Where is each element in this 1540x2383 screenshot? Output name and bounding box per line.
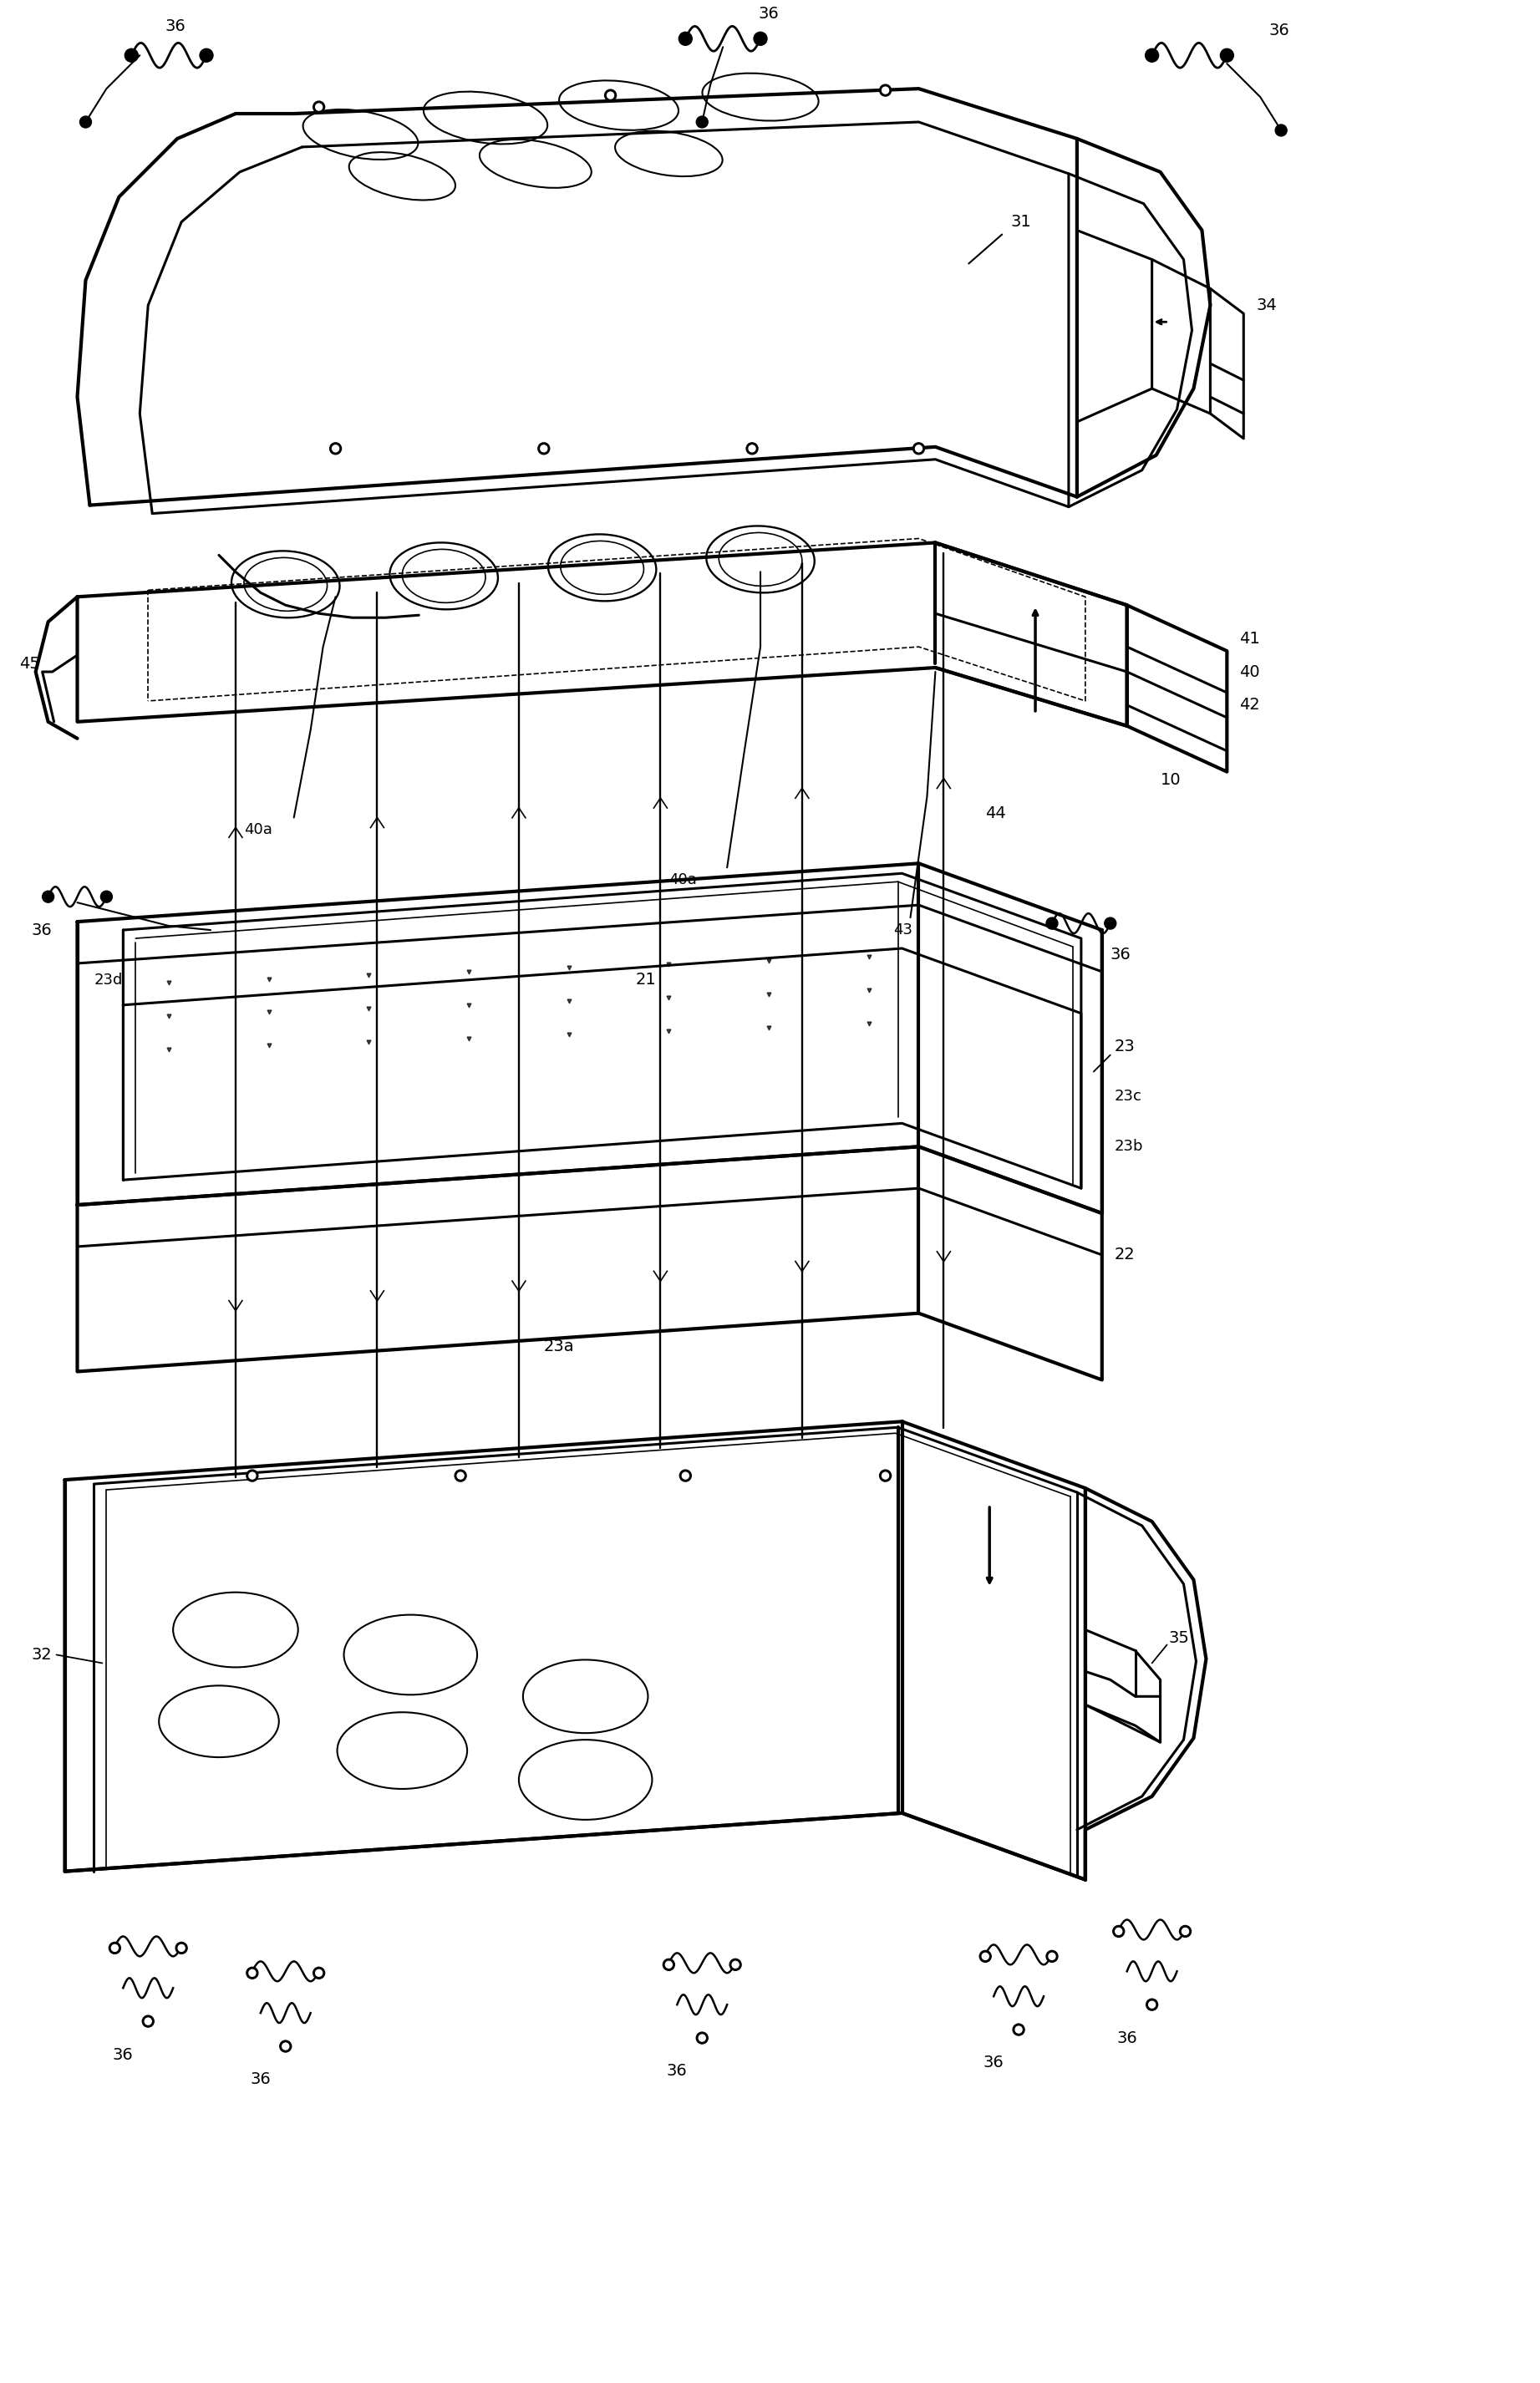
Circle shape	[109, 1942, 120, 1954]
Circle shape	[316, 105, 322, 110]
Text: 40a: 40a	[243, 822, 273, 836]
Circle shape	[679, 1470, 691, 1482]
Text: 23a: 23a	[544, 1339, 574, 1354]
Text: 44: 44	[986, 805, 1006, 822]
Text: 23c: 23c	[1115, 1089, 1143, 1103]
Circle shape	[333, 446, 339, 453]
Circle shape	[316, 1971, 322, 1976]
Circle shape	[313, 100, 325, 112]
Circle shape	[879, 83, 892, 95]
Text: 31: 31	[1010, 214, 1030, 229]
Circle shape	[879, 1470, 892, 1482]
Text: 34: 34	[1257, 298, 1277, 312]
Circle shape	[330, 443, 342, 455]
Circle shape	[1013, 2023, 1024, 2035]
Circle shape	[179, 1945, 185, 1952]
Circle shape	[882, 88, 889, 93]
Circle shape	[200, 48, 213, 62]
Circle shape	[280, 2040, 291, 2052]
Circle shape	[699, 2035, 705, 2042]
Text: 36: 36	[31, 922, 52, 939]
Text: 41: 41	[1240, 631, 1260, 646]
Circle shape	[282, 2042, 290, 2049]
Text: 36: 36	[1116, 2030, 1138, 2047]
Circle shape	[1115, 1928, 1123, 1935]
Circle shape	[145, 2018, 151, 2026]
Circle shape	[1183, 1928, 1189, 1935]
Circle shape	[665, 1961, 671, 1968]
Circle shape	[1049, 1954, 1055, 1959]
Circle shape	[1146, 1999, 1158, 2011]
Circle shape	[979, 1952, 992, 1961]
Circle shape	[1113, 1925, 1124, 1937]
Circle shape	[42, 891, 54, 903]
Circle shape	[313, 1966, 325, 1978]
Text: 35: 35	[1169, 1630, 1189, 1647]
Text: 36: 36	[165, 19, 185, 33]
Circle shape	[696, 2033, 708, 2045]
Circle shape	[662, 1959, 675, 1971]
Circle shape	[111, 1945, 119, 1952]
Circle shape	[249, 1473, 256, 1480]
Circle shape	[913, 443, 924, 455]
Text: 21: 21	[636, 972, 656, 989]
Circle shape	[1046, 917, 1058, 929]
Circle shape	[753, 31, 767, 45]
Text: 43: 43	[893, 922, 913, 937]
Text: 32: 32	[32, 1647, 52, 1663]
Circle shape	[142, 2016, 154, 2028]
Circle shape	[747, 443, 758, 455]
Text: 42: 42	[1240, 698, 1260, 713]
Text: 36: 36	[249, 2071, 271, 2088]
Circle shape	[1220, 48, 1234, 62]
Text: 40: 40	[1240, 665, 1260, 679]
Circle shape	[1015, 2026, 1023, 2033]
Circle shape	[454, 1470, 467, 1482]
Text: 23b: 23b	[1115, 1139, 1143, 1153]
Circle shape	[732, 1961, 739, 1968]
Text: 36: 36	[1110, 946, 1130, 963]
Circle shape	[246, 1470, 259, 1482]
Circle shape	[100, 891, 112, 903]
Text: 23: 23	[1115, 1039, 1135, 1056]
Circle shape	[249, 1971, 256, 1976]
Circle shape	[915, 446, 922, 453]
Circle shape	[1104, 917, 1116, 929]
Circle shape	[696, 117, 708, 129]
Circle shape	[983, 1954, 989, 1959]
Text: 23d: 23d	[94, 972, 123, 987]
Circle shape	[176, 1942, 188, 1954]
Text: 36: 36	[667, 2064, 687, 2080]
Circle shape	[1146, 48, 1158, 62]
Circle shape	[882, 1473, 889, 1480]
Circle shape	[682, 1473, 688, 1480]
Circle shape	[80, 117, 91, 129]
Circle shape	[607, 93, 614, 98]
Text: 10: 10	[1160, 772, 1181, 789]
Text: 36: 36	[758, 5, 779, 21]
Circle shape	[679, 31, 691, 45]
Text: 36: 36	[112, 2047, 134, 2064]
Circle shape	[125, 48, 139, 62]
Circle shape	[1149, 2002, 1155, 2009]
Text: 36: 36	[984, 2054, 1004, 2071]
Text: 22: 22	[1115, 1246, 1135, 1263]
Circle shape	[1275, 124, 1287, 136]
Text: 36: 36	[1269, 21, 1289, 38]
Circle shape	[457, 1473, 464, 1480]
Text: 45: 45	[18, 655, 40, 672]
Circle shape	[730, 1959, 741, 1971]
Circle shape	[537, 443, 550, 455]
Text: 40a: 40a	[668, 872, 698, 886]
Circle shape	[1046, 1952, 1058, 1961]
Circle shape	[541, 446, 547, 453]
Circle shape	[246, 1966, 259, 1978]
Circle shape	[1180, 1925, 1190, 1937]
Circle shape	[748, 446, 756, 453]
Circle shape	[605, 91, 616, 100]
